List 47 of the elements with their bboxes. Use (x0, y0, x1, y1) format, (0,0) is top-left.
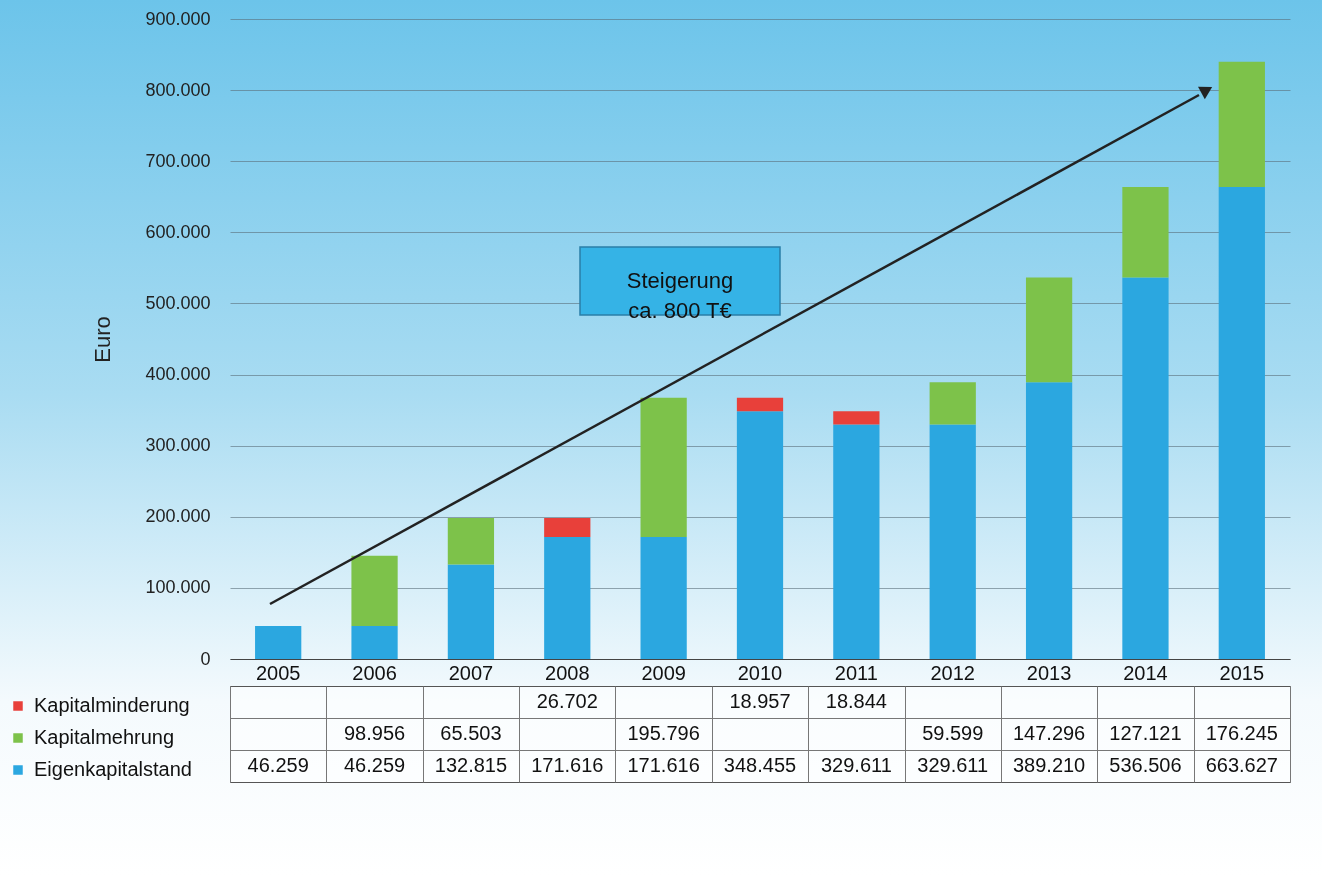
data-label: 132.815 (434, 754, 508, 776)
y-tick-label: 200.000 (145, 506, 211, 527)
x-tick-label: 2006 (352, 661, 397, 684)
data-label: 98.956 (343, 722, 406, 744)
data-label: 171.616 (531, 754, 604, 776)
data-label: 389.210 (1012, 754, 1086, 776)
legend-label: Kapitalmehrung (34, 726, 175, 748)
data-label: 26.702 (536, 690, 598, 712)
x-tick-label: 2007 (448, 661, 494, 684)
y-tick-label: 800.000 (145, 79, 211, 100)
data-label: 59.599 (922, 722, 984, 744)
data-label: 348.455 (723, 754, 797, 776)
x-tick-label: 2005 (255, 661, 301, 684)
x-tick-label: 2008 (545, 661, 590, 684)
x-tick-label: 2013 (1026, 661, 1072, 684)
data-label: 536.506 (1109, 754, 1182, 776)
data-label: 46.259 (343, 754, 406, 776)
data-label: 329.611 (917, 754, 989, 776)
data-label: 329.611 (820, 754, 892, 776)
legend-label: Kapitalminderung (34, 694, 190, 716)
data-label: 171.616 (627, 754, 700, 776)
x-tick-label: 2011 (834, 661, 878, 684)
data-label: 195.796 (627, 722, 700, 744)
y-tick-label: 100.000 (145, 577, 211, 598)
annotation: Steigerung ca. 800 T€ (626, 268, 734, 323)
y-tick-label: 0 (200, 648, 211, 669)
y-tick-label: 500.000 (145, 292, 211, 313)
y-axis-title: Euro (90, 316, 116, 363)
x-tick-label: 2012 (930, 661, 975, 684)
data-label: 663.627 (1205, 754, 1278, 776)
y-tick-label: 900.000 (145, 8, 211, 29)
y-tick-label: 700.000 (145, 150, 211, 171)
x-tick-label: 2010 (737, 661, 783, 684)
y-tick-label: 400.000 (145, 364, 211, 385)
x-tick-label: 2014 (1123, 661, 1168, 684)
x-tick-label: 2015 (1219, 661, 1265, 684)
data-label: 176.245 (1205, 722, 1278, 744)
legend-label: Eigenkapitalstand (34, 758, 192, 780)
data-label: 127.121 (1109, 722, 1182, 744)
x-tick-label: 2009 (641, 661, 686, 684)
y-tick-label: 300.000 (145, 435, 211, 456)
data-label: 147.296 (1012, 722, 1086, 744)
data-label: 46.259 (247, 754, 309, 776)
y-tick-label: 600.000 (145, 221, 211, 242)
data-label: 65.503 (440, 722, 502, 744)
data-label: 18.957 (729, 690, 791, 712)
data-label: 18.844 (825, 690, 887, 712)
